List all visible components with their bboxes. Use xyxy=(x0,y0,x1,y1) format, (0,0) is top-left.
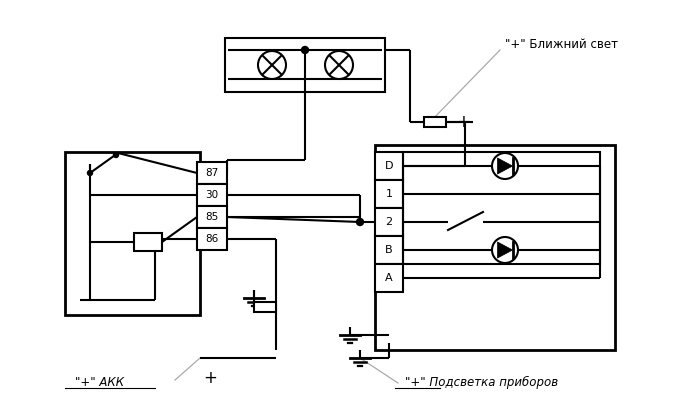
Bar xyxy=(134,233,162,251)
Bar xyxy=(197,206,227,228)
Text: B: B xyxy=(385,245,393,255)
Text: 86: 86 xyxy=(206,234,218,244)
Circle shape xyxy=(114,153,118,158)
Circle shape xyxy=(87,171,93,176)
Bar xyxy=(424,117,446,127)
Text: "+" АКК: "+" АКК xyxy=(76,375,124,388)
Bar xyxy=(375,264,403,292)
Bar xyxy=(375,152,403,180)
Bar xyxy=(197,228,227,250)
Bar xyxy=(197,162,227,184)
Text: "+" Ближний свет: "+" Ближний свет xyxy=(505,38,618,51)
Circle shape xyxy=(301,46,308,54)
Bar xyxy=(375,180,403,208)
Polygon shape xyxy=(498,158,512,174)
Circle shape xyxy=(492,153,518,179)
Text: +: + xyxy=(456,113,470,131)
Bar xyxy=(65,152,200,315)
Text: +: + xyxy=(203,369,217,387)
Text: A: A xyxy=(385,273,393,283)
Bar xyxy=(197,184,227,206)
Text: D: D xyxy=(385,161,393,171)
Text: 2: 2 xyxy=(385,217,393,227)
Text: 1: 1 xyxy=(385,189,393,199)
Bar xyxy=(375,236,403,264)
Text: "+" Подсветка приборов: "+" Подсветка приборов xyxy=(405,375,558,389)
Circle shape xyxy=(492,237,518,263)
Bar xyxy=(254,302,276,312)
Circle shape xyxy=(325,51,353,79)
Text: 85: 85 xyxy=(206,212,218,222)
Bar xyxy=(375,145,615,350)
Circle shape xyxy=(258,51,286,79)
Text: 87: 87 xyxy=(206,168,218,178)
Polygon shape xyxy=(498,242,512,258)
Bar xyxy=(375,208,403,236)
Circle shape xyxy=(356,219,364,225)
Bar xyxy=(225,38,385,92)
Text: 30: 30 xyxy=(206,190,218,200)
Bar xyxy=(403,152,600,264)
